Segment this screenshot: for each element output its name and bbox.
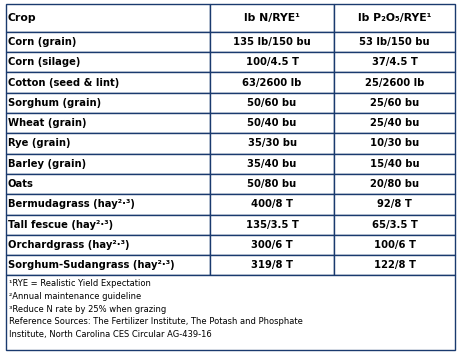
Bar [334,174,455,194]
Bar [210,154,334,174]
Text: Barley (grain): Barley (grain) [8,159,86,169]
Bar [210,113,334,133]
Bar [334,113,455,133]
Text: 92/8 T: 92/8 T [377,199,412,210]
Text: 20/80 bu: 20/80 bu [370,179,420,189]
Bar [334,133,455,154]
Text: Bermudagrass (hay²·³): Bermudagrass (hay²·³) [8,199,135,210]
Text: 25/60 bu: 25/60 bu [370,98,420,108]
Text: 50/60 bu: 50/60 bu [248,98,297,108]
Bar [210,174,334,194]
Text: 100/4.5 T: 100/4.5 T [246,57,299,67]
Text: Orchardgrass (hay²·³): Orchardgrass (hay²·³) [8,240,130,250]
Text: 319/8 T: 319/8 T [251,260,293,270]
Bar [210,194,334,215]
Bar [6,235,210,255]
Text: 300/6 T: 300/6 T [251,240,293,250]
Text: Tall fescue (hay²·³): Tall fescue (hay²·³) [8,220,113,230]
Bar [6,73,210,93]
Text: 25/2600 lb: 25/2600 lb [365,78,425,87]
Text: 35/40 bu: 35/40 bu [248,159,297,169]
Bar [334,154,455,174]
Text: Cotton (seed & lint): Cotton (seed & lint) [8,78,119,87]
Text: Rye (grain): Rye (grain) [8,138,71,148]
Bar [210,255,334,275]
Text: Institute, North Carolina CES Circular AG-439-16: Institute, North Carolina CES Circular A… [9,330,212,339]
Bar [334,194,455,215]
Text: 53 lb/150 bu: 53 lb/150 bu [360,37,430,47]
Text: Sorghum-Sudangrass (hay²·³): Sorghum-Sudangrass (hay²·³) [8,260,174,270]
Bar [6,133,210,154]
Bar [6,215,210,235]
Text: 37/4.5 T: 37/4.5 T [372,57,418,67]
Text: 100/6 T: 100/6 T [374,240,416,250]
Text: 15/40 bu: 15/40 bu [370,159,420,169]
Text: Corn (silage): Corn (silage) [8,57,80,67]
Bar [210,215,334,235]
Bar [6,4,210,32]
Bar [6,255,210,275]
Text: 65/3.5 T: 65/3.5 T [372,220,418,230]
Text: 50/40 bu: 50/40 bu [248,118,297,128]
Bar [334,255,455,275]
Bar [334,4,455,32]
Bar [334,235,455,255]
Bar [6,93,210,113]
Text: 400/8 T: 400/8 T [251,199,293,210]
Bar [334,52,455,73]
Text: 122/8 T: 122/8 T [374,260,416,270]
Bar [210,133,334,154]
Text: 25/40 bu: 25/40 bu [370,118,420,128]
Text: Wheat (grain): Wheat (grain) [8,118,86,128]
Text: 50/80 bu: 50/80 bu [248,179,297,189]
Text: ¹RYE = Realistic Yield Expectation: ¹RYE = Realistic Yield Expectation [9,279,151,288]
Bar [334,93,455,113]
Text: Crop: Crop [8,13,36,23]
Text: 135/3.5 T: 135/3.5 T [246,220,299,230]
Text: ²Annual maintenance guideline: ²Annual maintenance guideline [9,292,141,301]
Text: lb P₂O₅/RYE¹: lb P₂O₅/RYE¹ [358,13,431,23]
Bar [6,52,210,73]
Bar [6,194,210,215]
Text: Reference Sources: The Fertilizer Institute, The Potash and Phosphate: Reference Sources: The Fertilizer Instit… [9,318,302,326]
Bar [210,32,334,52]
Bar [210,93,334,113]
Bar [334,32,455,52]
Text: ³Reduce N rate by 25% when grazing: ³Reduce N rate by 25% when grazing [9,305,166,314]
Text: Corn (grain): Corn (grain) [8,37,76,47]
Bar [210,235,334,255]
Bar [210,73,334,93]
Bar [6,174,210,194]
Text: 63/2600 lb: 63/2600 lb [242,78,302,87]
Bar [6,113,210,133]
Text: lb N/RYE¹: lb N/RYE¹ [244,13,300,23]
Bar [334,215,455,235]
Bar [210,52,334,73]
Text: Sorghum (grain): Sorghum (grain) [8,98,101,108]
Text: 10/30 bu: 10/30 bu [370,138,420,148]
Text: 135 lb/150 bu: 135 lb/150 bu [233,37,311,47]
Text: 35/30 bu: 35/30 bu [248,138,297,148]
Bar [334,73,455,93]
Bar [6,154,210,174]
Bar [6,275,455,350]
Bar [210,4,334,32]
Bar [6,32,210,52]
Text: Oats: Oats [8,179,34,189]
